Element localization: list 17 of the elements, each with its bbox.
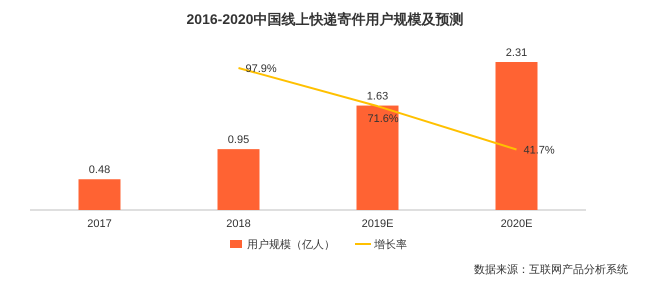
x-tick-label: 2020E <box>500 218 532 230</box>
data-label: 0.48 <box>88 164 110 176</box>
data-label: 2.31 <box>506 47 528 59</box>
data-label: 1.63 <box>366 90 388 103</box>
x-tick-label: 2019E <box>362 218 394 230</box>
chart-title: 2016-2020中国线上快递寄件用户规模及预测 <box>186 11 464 27</box>
source-note: 数据来源：互联网产品分析系统 <box>474 263 628 276</box>
legend-label: 增长率 <box>373 238 407 251</box>
legend-label: 用户规模（亿人） <box>247 238 335 251</box>
bar <box>356 106 398 210</box>
data-label: 71.6% <box>368 113 399 126</box>
bar <box>78 179 120 210</box>
x-tick-label: 2018 <box>226 218 251 230</box>
x-tick-label: 2017 <box>87 218 112 230</box>
bar <box>218 149 260 210</box>
data-label: 97.9% <box>246 63 277 75</box>
data-label: 0.95 <box>228 134 250 146</box>
